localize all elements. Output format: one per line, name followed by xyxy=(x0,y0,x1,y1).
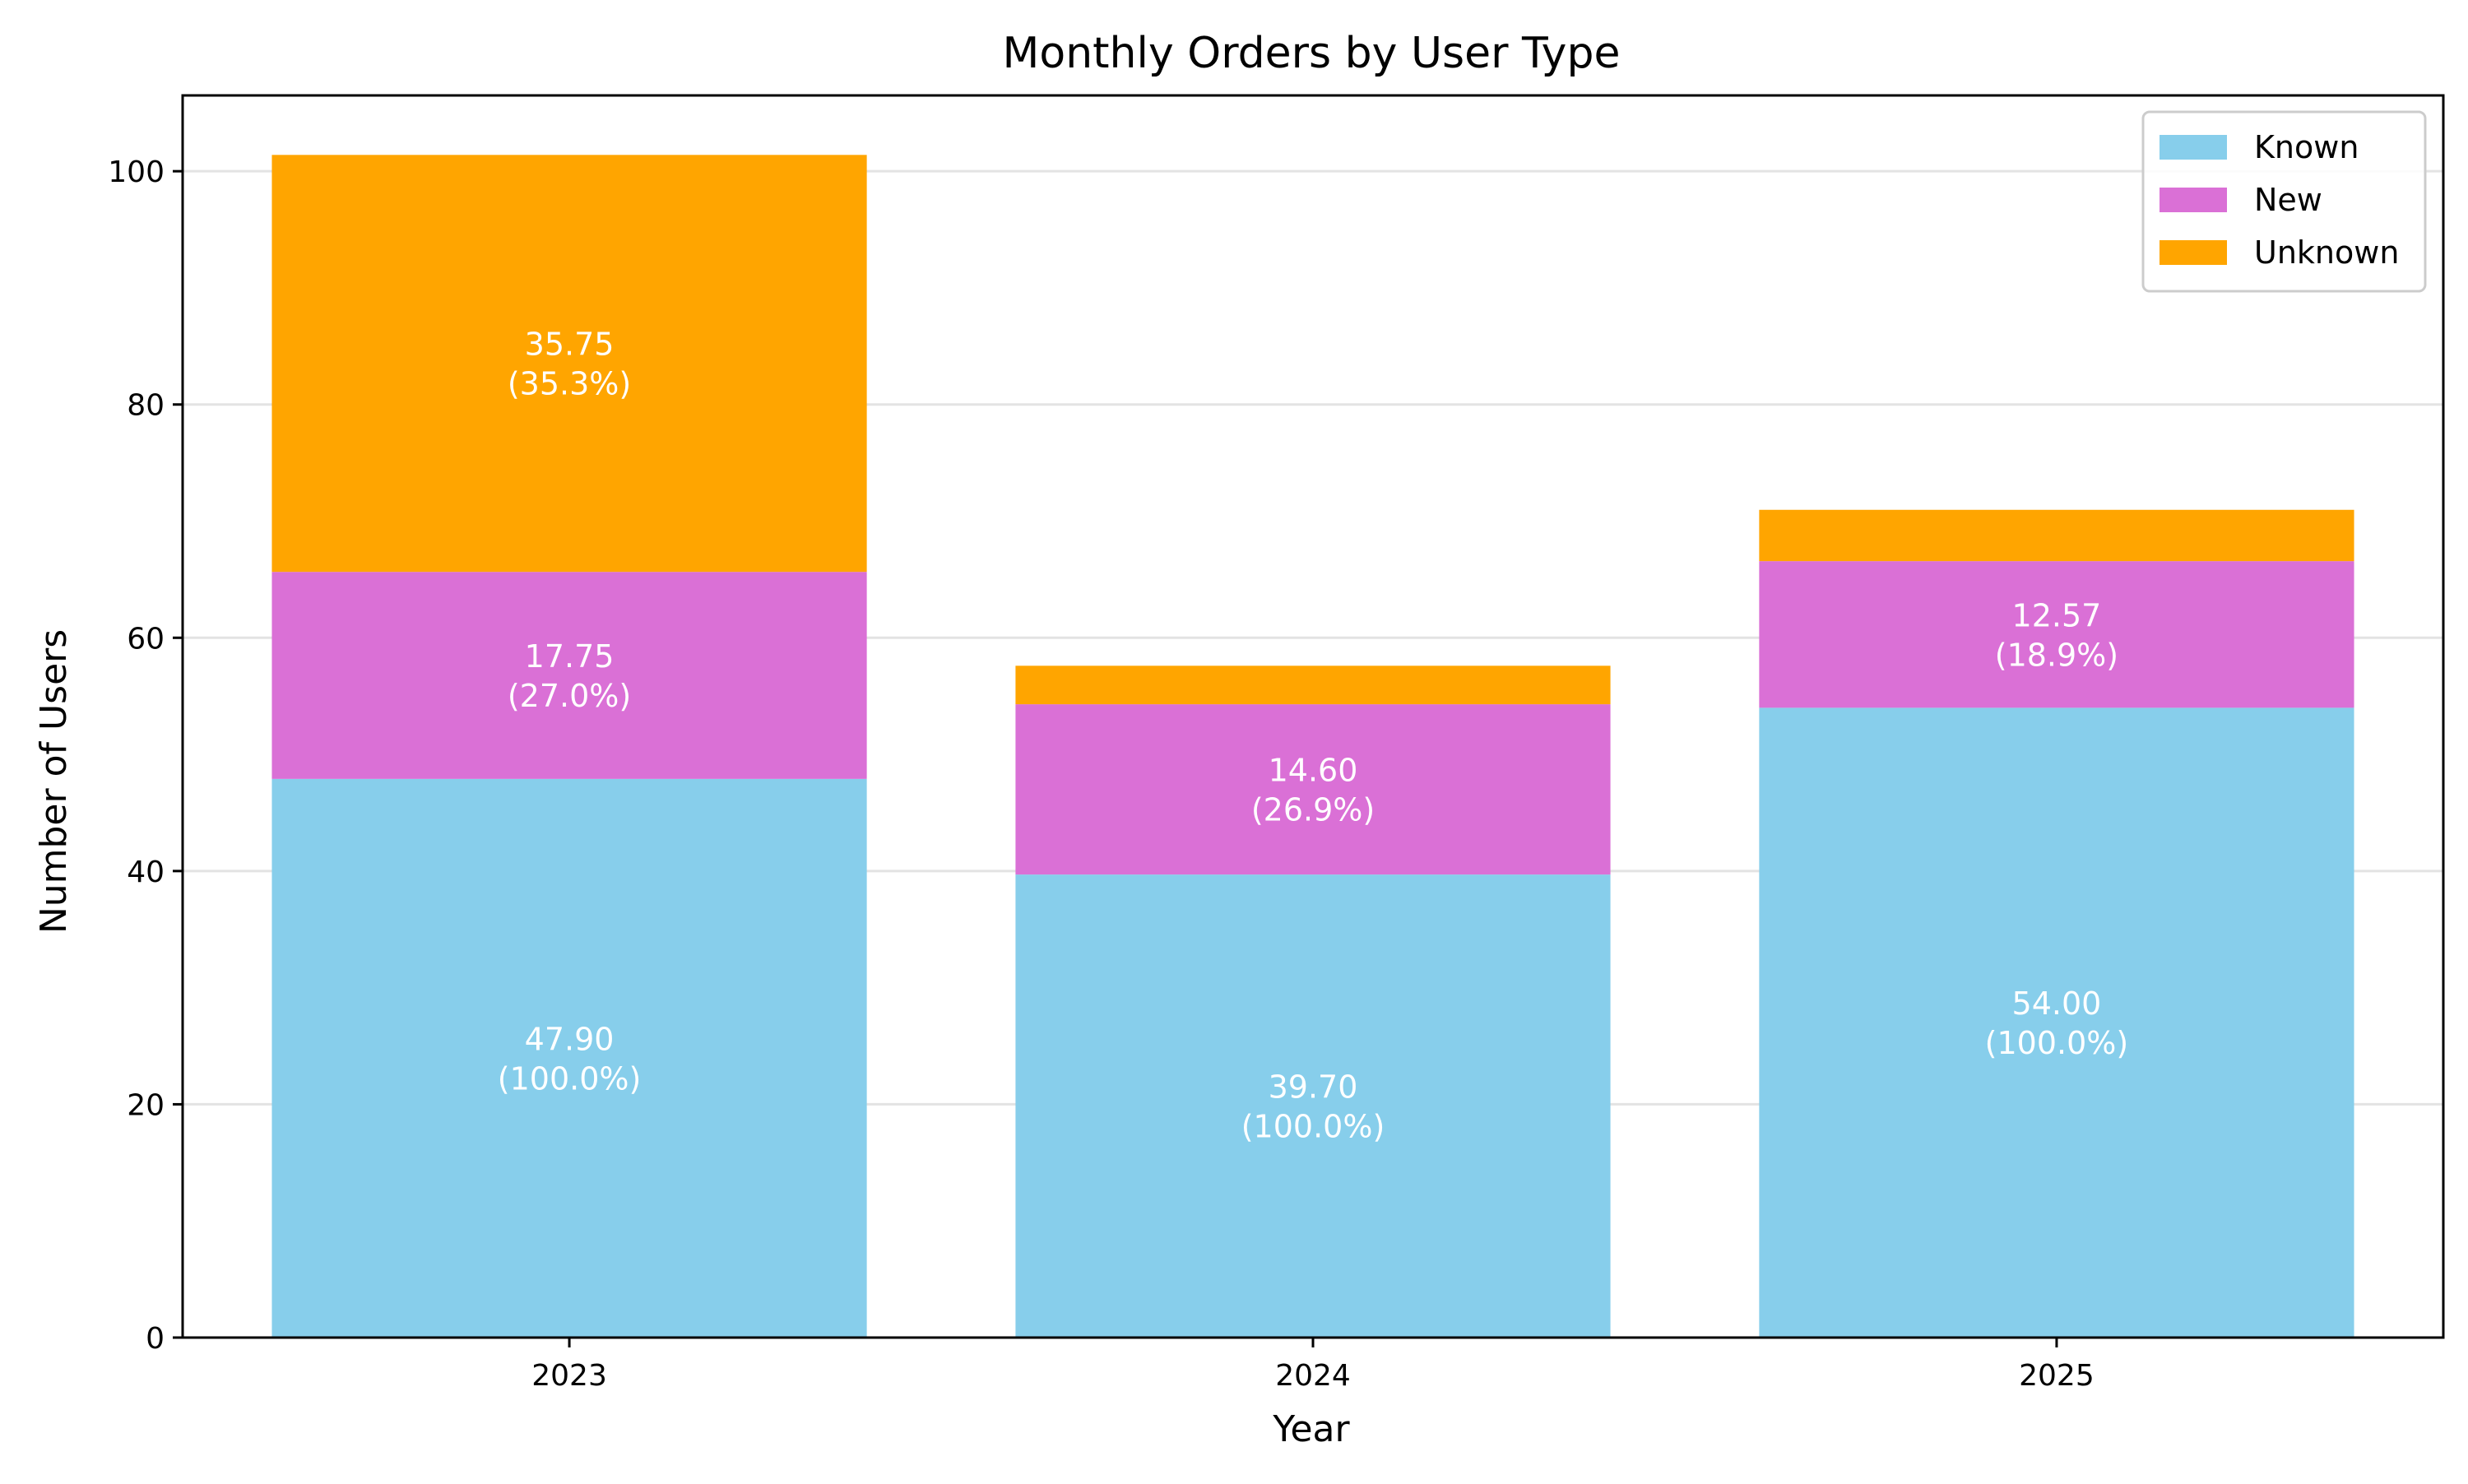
y-tick-label: 40 xyxy=(127,856,165,889)
bar-percent-label: (27.0%) xyxy=(508,678,631,714)
legend-label-known: Known xyxy=(2254,129,2359,165)
bar-labels-layer: 47.90(100.0%) 39.70(100.0%)54.00(100.0%)1… xyxy=(498,327,2128,1145)
x-tick-label: 2024 xyxy=(1275,1359,1351,1393)
chart-title: Monthly Orders by User Type xyxy=(1003,29,1621,78)
bar-percent-label: (100.0%) xyxy=(498,1060,642,1097)
y-tick-label: 0 xyxy=(146,1322,165,1356)
axes-layer: 0 20 40 60 80 100 2023 2024 2025 xyxy=(108,94,2445,1393)
bar-percent-label: (35.3%) xyxy=(508,366,631,402)
bar-value-label: 35.75 xyxy=(525,327,615,363)
y-tick-label: 80 xyxy=(127,389,165,423)
bar-percent-label: (18.9%) xyxy=(1995,637,2118,673)
bar-new-2023 xyxy=(271,572,867,779)
y-tick-label: 20 xyxy=(127,1088,165,1122)
bar-known-2025 xyxy=(1759,707,2354,1338)
legend-label-unknown: Unknown xyxy=(2254,234,2399,271)
bar-percent-label: (26.9%) xyxy=(1251,792,1375,828)
bar-percent-label: (100.0%) xyxy=(1241,1109,1385,1145)
x-axis-label: Year xyxy=(1272,1408,1350,1450)
y-tick-label: 60 xyxy=(127,622,165,656)
y-tick-label: 100 xyxy=(108,155,165,189)
legend-swatch-unknown xyxy=(2160,240,2227,265)
bar-unknown-2023 xyxy=(271,155,867,573)
legend-label-new: New xyxy=(2254,182,2322,218)
bar-known-2023 xyxy=(271,778,867,1338)
bar-percent-label: (100.0%) xyxy=(1985,1025,2129,1061)
bar-new-2025 xyxy=(1759,561,2354,708)
bar-unknown-2024 xyxy=(1015,665,1611,705)
bar-value-label: 54.00 xyxy=(2012,985,2102,1022)
legend: Known New Unknown xyxy=(2141,110,2427,293)
bar-new-2024 xyxy=(1015,704,1611,875)
x-tick-label: 2023 xyxy=(531,1359,607,1393)
y-axis-label: Number of Users xyxy=(33,629,75,934)
bar-value-label: 17.75 xyxy=(525,638,615,675)
bar-known-2024 xyxy=(1015,874,1611,1338)
x-tick-label: 2025 xyxy=(2019,1359,2095,1393)
bar-value-label: 47.90 xyxy=(525,1021,615,1057)
bar-value-label: 12.57 xyxy=(2012,597,2102,633)
legend-swatch-known xyxy=(2160,135,2227,160)
bar-value-label: 39.70 xyxy=(1269,1069,1358,1106)
bars-layer xyxy=(271,155,2354,1338)
bar-unknown-2025 xyxy=(1759,509,2354,562)
bar-value-label: 14.60 xyxy=(1269,753,1358,789)
legend-swatch-new xyxy=(2160,188,2227,212)
